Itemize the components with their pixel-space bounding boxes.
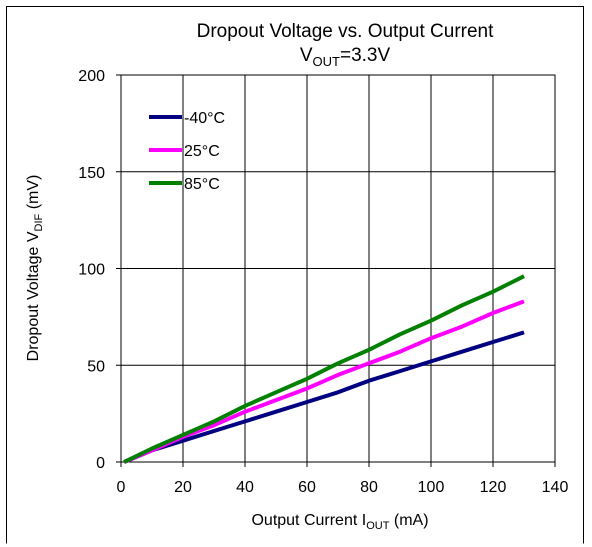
legend-label: 85°C — [184, 176, 220, 193]
series-line-3 — [123, 274, 525, 464]
y-tick-label: 150 — [78, 165, 105, 182]
y-tick-label: 50 — [87, 358, 105, 375]
x-tick-label: 100 — [418, 479, 445, 496]
y-tick-labels: 0 50 100 150 200 — [78, 68, 121, 472]
x-tick-label: 20 — [174, 479, 192, 496]
x-tick-label: 120 — [480, 479, 507, 496]
series-line-2 — [123, 299, 525, 464]
x-tick-label: 0 — [117, 479, 126, 496]
y-axis-title: Dropout Voltage VDIF (mV) — [25, 175, 45, 362]
chart-frame — [6, 6, 584, 544]
x-axis-title: Output Current IOUT (mA) — [251, 512, 428, 532]
chart-title: Dropout Voltage vs. Output Current — [197, 21, 494, 42]
grid — [121, 75, 555, 462]
x-tick-label: 40 — [236, 479, 254, 496]
chart-subtitle: VOUT=3.3V — [300, 45, 391, 69]
y-tick-label: 100 — [78, 262, 105, 279]
x-tick-label: 140 — [542, 479, 569, 496]
series-line-1 — [123, 330, 525, 464]
y-tick-label: 0 — [96, 455, 105, 472]
x-tick-label: 60 — [298, 479, 316, 496]
legend: -40°C 25°C 85°C — [149, 110, 225, 193]
x-tick-labels: 0 20 40 60 80 100 120 140 — [117, 462, 569, 496]
series-lines — [123, 274, 525, 464]
x-tick-label: 80 — [360, 479, 378, 496]
y-tick-label: 200 — [78, 68, 105, 85]
legend-label: 25°C — [184, 143, 220, 160]
legend-label: -40°C — [184, 110, 225, 127]
